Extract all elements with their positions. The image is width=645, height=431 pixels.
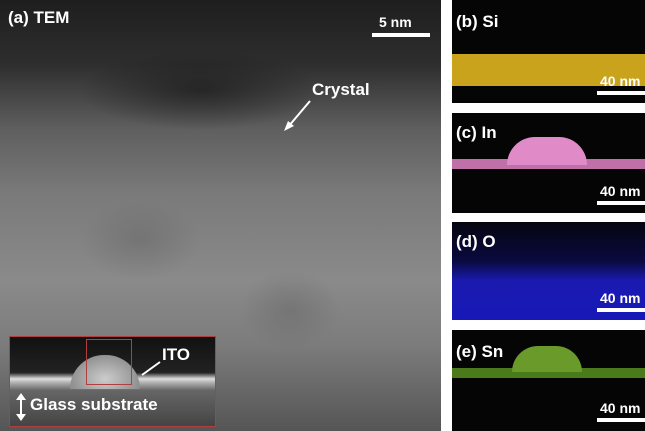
substrate-label: Glass substrate [30,395,158,415]
arrow [138,359,164,379]
map-label: (e) Sn [456,342,503,362]
map-label: (d) O [456,232,496,252]
scale-label: 5 nm [379,14,412,30]
scale-bar [597,308,645,312]
inset-label: ITO [162,345,190,365]
sn-map: (e) Sn 40 nm [452,330,645,431]
scale-label: 40 nm [600,183,640,199]
scale-bar [372,33,430,37]
annotation: Crystal [312,80,370,100]
double-arrow [14,393,28,421]
tem-panel: (a) TEM 5 nm Crystal ITO Glass substrate [0,0,441,431]
in-island [507,137,587,165]
map-label: (c) In [456,123,497,143]
scale-bar [597,201,645,205]
zoom-box [86,339,132,385]
o-map: (d) O 40 nm [452,222,645,320]
sn-island [512,346,582,372]
scale-bar [597,418,645,422]
scale-label: 40 nm [600,400,640,416]
map-label: (b) Si [456,12,499,32]
arrow [280,95,320,135]
scale-label: 40 nm [600,73,640,89]
panel-label: (a) TEM [8,8,69,28]
scale-bar [597,91,645,95]
figure: (a) TEM 5 nm Crystal ITO Glass substrate… [0,0,645,431]
in-map: (c) In 40 nm [452,113,645,213]
scale-label: 40 nm [600,290,640,306]
inset: ITO Glass substrate [9,336,216,427]
si-map: (b) Si 40 nm [452,0,645,103]
